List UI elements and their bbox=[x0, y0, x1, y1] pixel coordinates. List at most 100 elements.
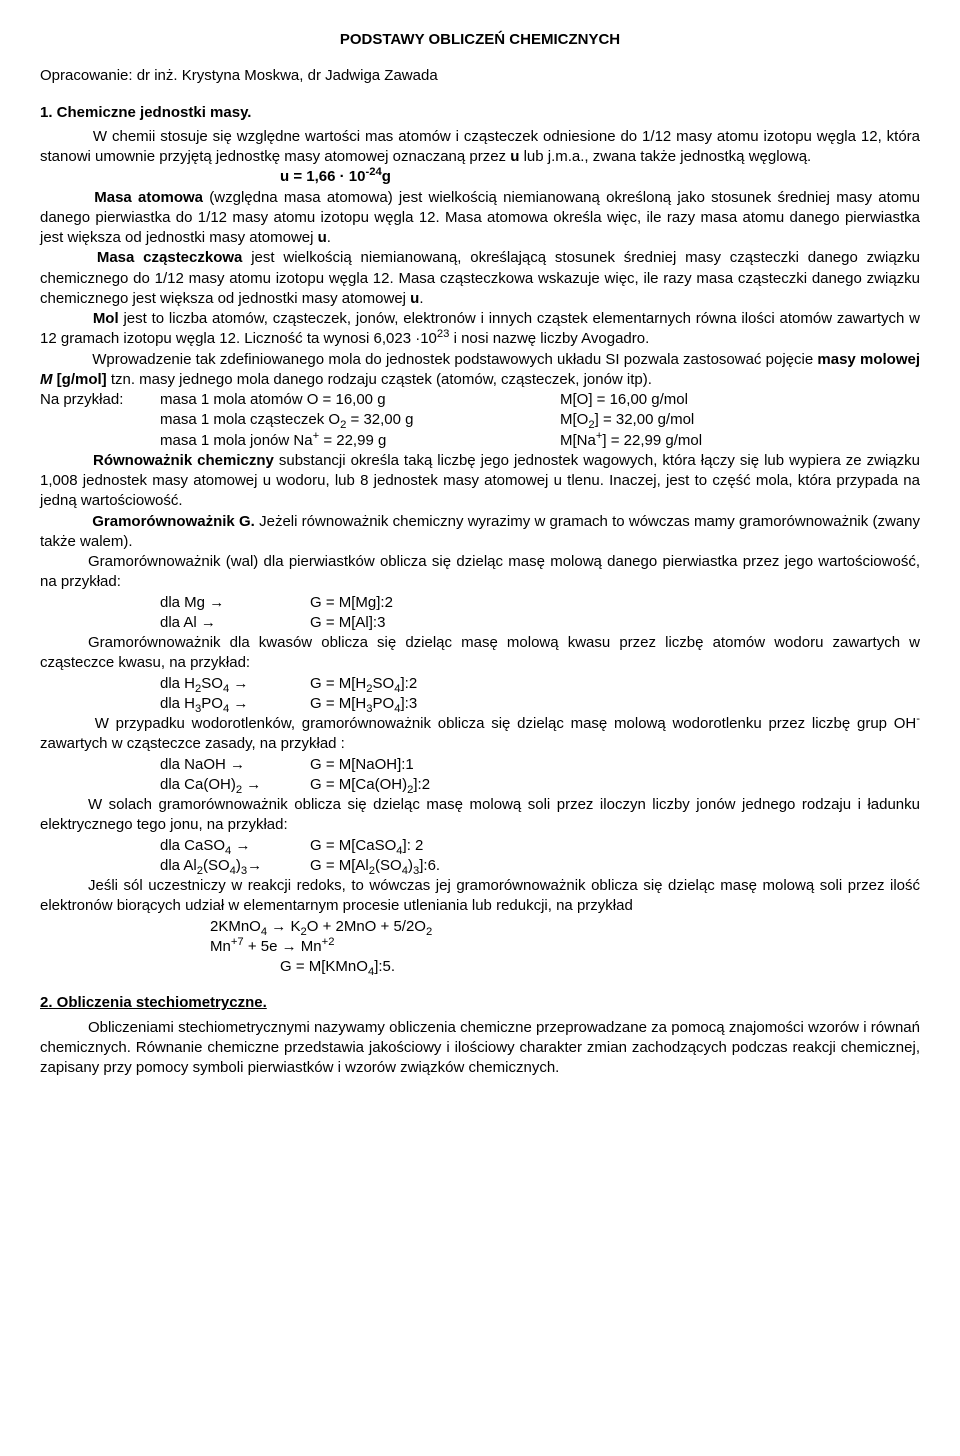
equation-mg: dla Mg → G = M[Mg]:2 bbox=[160, 593, 920, 613]
text: ]:3 bbox=[400, 695, 417, 712]
eq-label: dla H3PO4 → bbox=[160, 694, 310, 714]
eq-formula: G = M[Mg]:2 bbox=[310, 593, 393, 613]
paragraph-5: Wprowadzenie tak zdefiniowanego mola do … bbox=[40, 350, 920, 391]
text: ] = 22,99 g/mol bbox=[602, 432, 702, 449]
eq-label: dla Al2(SO4)3→ bbox=[160, 856, 310, 876]
equation-caso4: dla CaSO4 → G = M[CaSO4]: 2 bbox=[160, 836, 920, 856]
equation-caoh2: dla Ca(OH)2 → G = M[Ca(OH)2]:2 bbox=[160, 775, 920, 795]
text: SO bbox=[201, 675, 223, 692]
u-constant-equation: u = 1,66 · 10-24g bbox=[280, 167, 920, 187]
text: PO bbox=[373, 695, 395, 712]
equation-h3po4: dla H3PO4 → G = M[H3PO4]:3 bbox=[160, 694, 920, 714]
spacer bbox=[40, 410, 160, 430]
eq-formula: G = M[Ca(OH)2]:2 bbox=[310, 775, 430, 795]
paragraph-11: W solach gramorównoważnik oblicza się dz… bbox=[40, 795, 920, 836]
eq-text: u = 1,66 bbox=[280, 168, 340, 185]
text: → bbox=[231, 837, 250, 854]
eq-label: dla CaSO4 → bbox=[160, 836, 310, 856]
text: → K bbox=[267, 918, 300, 935]
text: (SO bbox=[203, 857, 230, 874]
term-gramorownowaznik: Gramorównoważnik G. bbox=[92, 513, 255, 530]
text: Wprowadzenie tak zdefiniowanego mola do … bbox=[92, 351, 817, 368]
text: → bbox=[229, 695, 248, 712]
text: O + 2MnO + 5/2O bbox=[307, 918, 426, 935]
text: ]: 2 bbox=[403, 837, 424, 854]
equation-final-g: G = M[KMnO4]:5. bbox=[280, 957, 920, 977]
text: . bbox=[419, 290, 423, 307]
text: ]:5. bbox=[374, 958, 395, 975]
text: dla Al bbox=[160, 857, 197, 874]
superscript: +2 bbox=[322, 936, 335, 948]
paragraph-4: Mol jest to liczba atomów, cząsteczek, j… bbox=[40, 309, 920, 350]
text: → bbox=[229, 675, 248, 692]
text: ]:6. bbox=[419, 857, 440, 874]
unit: [g/mol] bbox=[53, 371, 107, 388]
text: → bbox=[247, 857, 262, 874]
term-mol: Mol bbox=[93, 310, 119, 327]
text: G = M[Ca(OH) bbox=[310, 776, 407, 793]
text: ]:2 bbox=[413, 776, 430, 793]
exponent: -24 bbox=[365, 166, 381, 178]
author-line: Opracowanie: dr inż. Krystyna Moskwa, dr… bbox=[40, 66, 920, 86]
text: = 32,00 g bbox=[346, 411, 413, 428]
text: 2KMnO bbox=[210, 918, 261, 935]
eq-label: dla H2SO4 → bbox=[160, 674, 310, 694]
eq-label: dla Mg → bbox=[160, 593, 310, 613]
term-masa-molowa: masy molowej bbox=[817, 351, 920, 368]
text: G = M[H bbox=[310, 695, 366, 712]
text: = 22,99 g bbox=[319, 432, 386, 449]
text: i nosi nazwę liczby Avogadro. bbox=[449, 330, 649, 347]
eq-formula: G = M[NaOH]:1 bbox=[310, 755, 414, 775]
paragraph-12: Jeśli sól uczestniczy w reakcji redoks, … bbox=[40, 876, 920, 917]
text: M[Na+] = 22,99 g/mol bbox=[560, 431, 702, 451]
eq-formula: G = M[Al]:3 bbox=[310, 613, 385, 633]
text: SO bbox=[373, 675, 395, 692]
bold-u: u bbox=[318, 229, 327, 246]
eq-label: dla Ca(OH)2 → bbox=[160, 775, 310, 795]
term-rownowaznik: Równoważnik chemiczny bbox=[93, 452, 274, 469]
text: M[O bbox=[560, 411, 588, 428]
eq-formula: G = M[CaSO4]: 2 bbox=[310, 836, 423, 856]
exponent: 23 bbox=[437, 328, 450, 340]
paragraph-13: Obliczeniami stechiometrycznymi nazywamy… bbox=[40, 1018, 920, 1079]
term-masa-czasteczkowa: Masa cząsteczkowa bbox=[97, 249, 243, 266]
eq-formula: G = M[H3PO4]:3 bbox=[310, 694, 417, 714]
text: M[O] = 16,00 g/mol bbox=[560, 390, 688, 410]
text: masa 1 mola atomów O = 16,00 g bbox=[160, 390, 560, 410]
text: M[Na bbox=[560, 432, 596, 449]
text: + 5e → Mn bbox=[244, 938, 322, 955]
text: dla CaSO bbox=[160, 837, 225, 854]
text: W przypadku wodorotlenków, gramorównoważ… bbox=[95, 715, 917, 732]
text: masa 1 mola jonów Na bbox=[160, 432, 313, 449]
document-page: PODSTAWY OBLICZEŃ CHEMICZNYCH Opracowani… bbox=[0, 0, 960, 1118]
superscript: - bbox=[916, 713, 920, 725]
equation-al: dla Al → G = M[Al]:3 bbox=[160, 613, 920, 633]
equation-naoh: dla NaOH → G = M[NaOH]:1 bbox=[160, 755, 920, 775]
text: PO bbox=[201, 695, 223, 712]
section-1-heading: 1. Chemiczne jednostki masy. bbox=[40, 103, 920, 123]
text: ] = 32,00 g/mol bbox=[595, 411, 695, 428]
text: dla H bbox=[160, 675, 195, 692]
text: M[O2] = 32,00 g/mol bbox=[560, 410, 694, 430]
paragraph-2: Masa atomowa (względna masa atomowa) jes… bbox=[40, 188, 920, 249]
text: masa 1 mola cząsteczek O bbox=[160, 411, 340, 428]
eq-formula: G = M[H2SO4]:2 bbox=[310, 674, 417, 694]
section-2-heading: 2. Obliczenia stechiometryczne. bbox=[40, 993, 920, 1013]
text: zawartych w cząsteczce zasady, na przykł… bbox=[40, 735, 345, 752]
spacer bbox=[40, 431, 160, 451]
example-row-3: masa 1 mola jonów Na+ = 22,99 g M[Na+] =… bbox=[40, 431, 920, 451]
eq-text: · 10 bbox=[340, 168, 366, 185]
text: (SO bbox=[375, 857, 402, 874]
text: masa 1 mola jonów Na+ = 22,99 g bbox=[160, 431, 560, 451]
equation-mn: Mn+7 + 5e → Mn+2 bbox=[210, 937, 920, 957]
eq-formula: G = M[Al2(SO4)3]:6. bbox=[310, 856, 440, 876]
symbol-M: M bbox=[40, 371, 53, 388]
eq-text: g bbox=[382, 168, 391, 185]
text: dla H bbox=[160, 695, 195, 712]
paragraph-10: W przypadku wodorotlenków, gramorównoważ… bbox=[40, 714, 920, 755]
text: G = M[H bbox=[310, 675, 366, 692]
bold-u: u bbox=[410, 290, 419, 307]
eq-label: dla NaOH → bbox=[160, 755, 310, 775]
eq-label: dla Al → bbox=[160, 613, 310, 633]
equation-h2so4: dla H2SO4 → G = M[H2SO4]:2 bbox=[160, 674, 920, 694]
